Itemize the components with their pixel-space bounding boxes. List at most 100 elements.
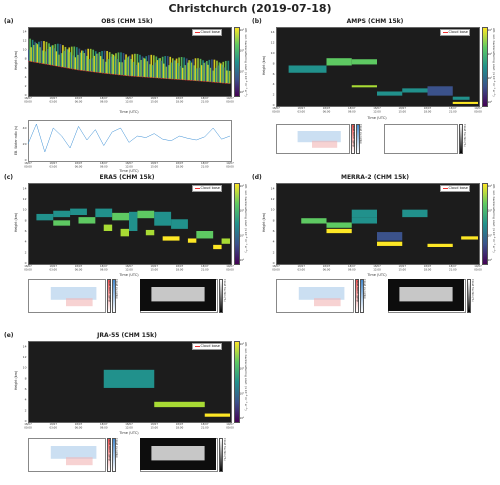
- sub-x-tick-label: 03:00: [50, 164, 58, 168]
- x-tick-label-b: 18/07: [272, 106, 280, 110]
- observation-streak: [74, 57, 77, 70]
- sub-y-tick-label: 40: [23, 126, 27, 130]
- observation-streak: [125, 54, 127, 76]
- observation-streak: [131, 54, 134, 77]
- observation-streak: [217, 65, 220, 83]
- observation-streak: [72, 55, 74, 69]
- x-tick-label-c: 18/07: [50, 264, 58, 268]
- cloud-water-shading: [66, 298, 93, 307]
- observation-streak: [169, 56, 172, 79]
- y-tick-label-e: 14: [23, 344, 27, 348]
- x-tick-label-b: 18/07: [323, 106, 331, 110]
- observation-streak: [122, 53, 125, 76]
- colorbar-tick-label-e: 10²: [240, 367, 245, 371]
- observation-streak: [140, 59, 143, 77]
- observation-streak: [226, 70, 228, 84]
- x-tick-label-d: 18/07: [323, 264, 331, 268]
- observation-streak: [132, 61, 135, 77]
- y-tick-label-a: 10: [23, 48, 27, 52]
- observation-streak: [193, 65, 196, 81]
- x-tick-label-a: 18/07: [176, 96, 184, 100]
- observation-streak: [228, 70, 231, 84]
- observation-streak: [77, 54, 79, 70]
- observation-streak: [194, 58, 197, 81]
- heatmap-cell-b: [402, 88, 428, 93]
- observation-streak: [224, 60, 227, 84]
- observation-streak: [127, 56, 130, 76]
- observation-streak: [176, 63, 179, 80]
- x-tick-label-e: 03:00: [50, 425, 58, 429]
- observation-streak: [48, 43, 50, 65]
- observation-streak: [158, 58, 160, 79]
- y-tick-label-d: 2: [273, 250, 275, 254]
- heatmap-cell-b: [452, 101, 478, 104]
- legend-label: Cloud base: [200, 186, 220, 190]
- cloud-water-shading: [312, 140, 338, 148]
- observation-streak: [227, 60, 230, 84]
- observation-streak: [87, 48, 89, 72]
- heatmap-cell-c: [162, 236, 180, 241]
- cloud-fraction-field: [151, 446, 205, 461]
- heatmap-cell-c: [145, 229, 155, 236]
- x-tick-label-b: 03:00: [298, 109, 306, 113]
- x-tick-label-c: 18/07: [151, 264, 159, 268]
- heatmap-cell-b: [377, 91, 403, 96]
- observation-streak: [112, 54, 115, 75]
- x-tick-label-c: 18/07: [176, 264, 184, 268]
- observation-streak: [65, 48, 68, 68]
- sub-x-tick-label: 09:00: [100, 164, 108, 168]
- observation-streak: [214, 67, 217, 83]
- observation-streak: [160, 60, 163, 79]
- x-tick-label-b: 18/07: [348, 106, 356, 110]
- heatmap-cell-c: [171, 219, 188, 229]
- sub-x-tick-label: 21:00: [201, 164, 209, 168]
- panel-letter-d: (d): [252, 174, 262, 181]
- panel-letter-a: (a): [4, 18, 14, 25]
- heatmap-cell-c: [221, 238, 230, 244]
- observation-streak: [116, 59, 119, 75]
- colorbar-tick-label-d: 10⁰: [488, 258, 494, 262]
- sub-x-tick-label: 06:00: [75, 164, 83, 168]
- observation-streak: [134, 53, 136, 77]
- observation-streak: [43, 41, 45, 64]
- y-tick-label-b: 8: [273, 61, 275, 65]
- observation-streak: [152, 55, 155, 78]
- observation-streak: [212, 70, 214, 83]
- x-axis-label-b: Time (UTC): [367, 116, 387, 120]
- y-tick-label-b: 0: [273, 103, 275, 107]
- heatmap-cell-b: [452, 96, 470, 100]
- y-tick-label-a: 2: [25, 84, 27, 88]
- colorbar-tick-label-d: 10¹: [488, 233, 493, 237]
- y-tick-label-d: 8: [273, 218, 275, 222]
- observation-streak: [58, 54, 60, 67]
- heatmap-cell-c: [129, 211, 138, 231]
- sub-x-tick-label: 18/07: [151, 161, 159, 165]
- colorbar-tick-label-b: 10¹: [488, 76, 493, 80]
- colorbar-tick-label-c: 10²: [240, 209, 245, 213]
- colorbar-b: [482, 27, 488, 107]
- observation-streak: [105, 61, 107, 74]
- observation-streak: [223, 67, 226, 84]
- observation-streak: [208, 59, 211, 82]
- observation-streak: [154, 62, 156, 78]
- y-tick-label-c: 0: [25, 261, 27, 265]
- sub-x-tick-label: 18/07: [201, 161, 209, 165]
- observation-streak: [69, 52, 72, 69]
- colorbar-c: [234, 183, 240, 265]
- x-tick-label-a: 18:00: [176, 99, 184, 103]
- observation-streak: [136, 53, 139, 77]
- observation-streak: [203, 62, 206, 82]
- x-tick-label-e: 18/07: [75, 422, 83, 426]
- x-tick-label-e: 00:00: [24, 425, 32, 429]
- y-tick-label-c: 4: [25, 240, 27, 244]
- x-tick-label-e: 06:00: [75, 425, 83, 429]
- observation-streak: [46, 48, 49, 65]
- observation-streak: [182, 67, 184, 80]
- heatmap-cell-c: [120, 228, 129, 237]
- cloud-base-line: [27, 60, 231, 84]
- observation-streak: [96, 53, 98, 73]
- x-tick-label-a: 18/07: [125, 96, 133, 100]
- observation-streak: [142, 57, 145, 77]
- observation-streak: [163, 63, 165, 79]
- sub-x-tick-label: 19/07: [226, 161, 234, 165]
